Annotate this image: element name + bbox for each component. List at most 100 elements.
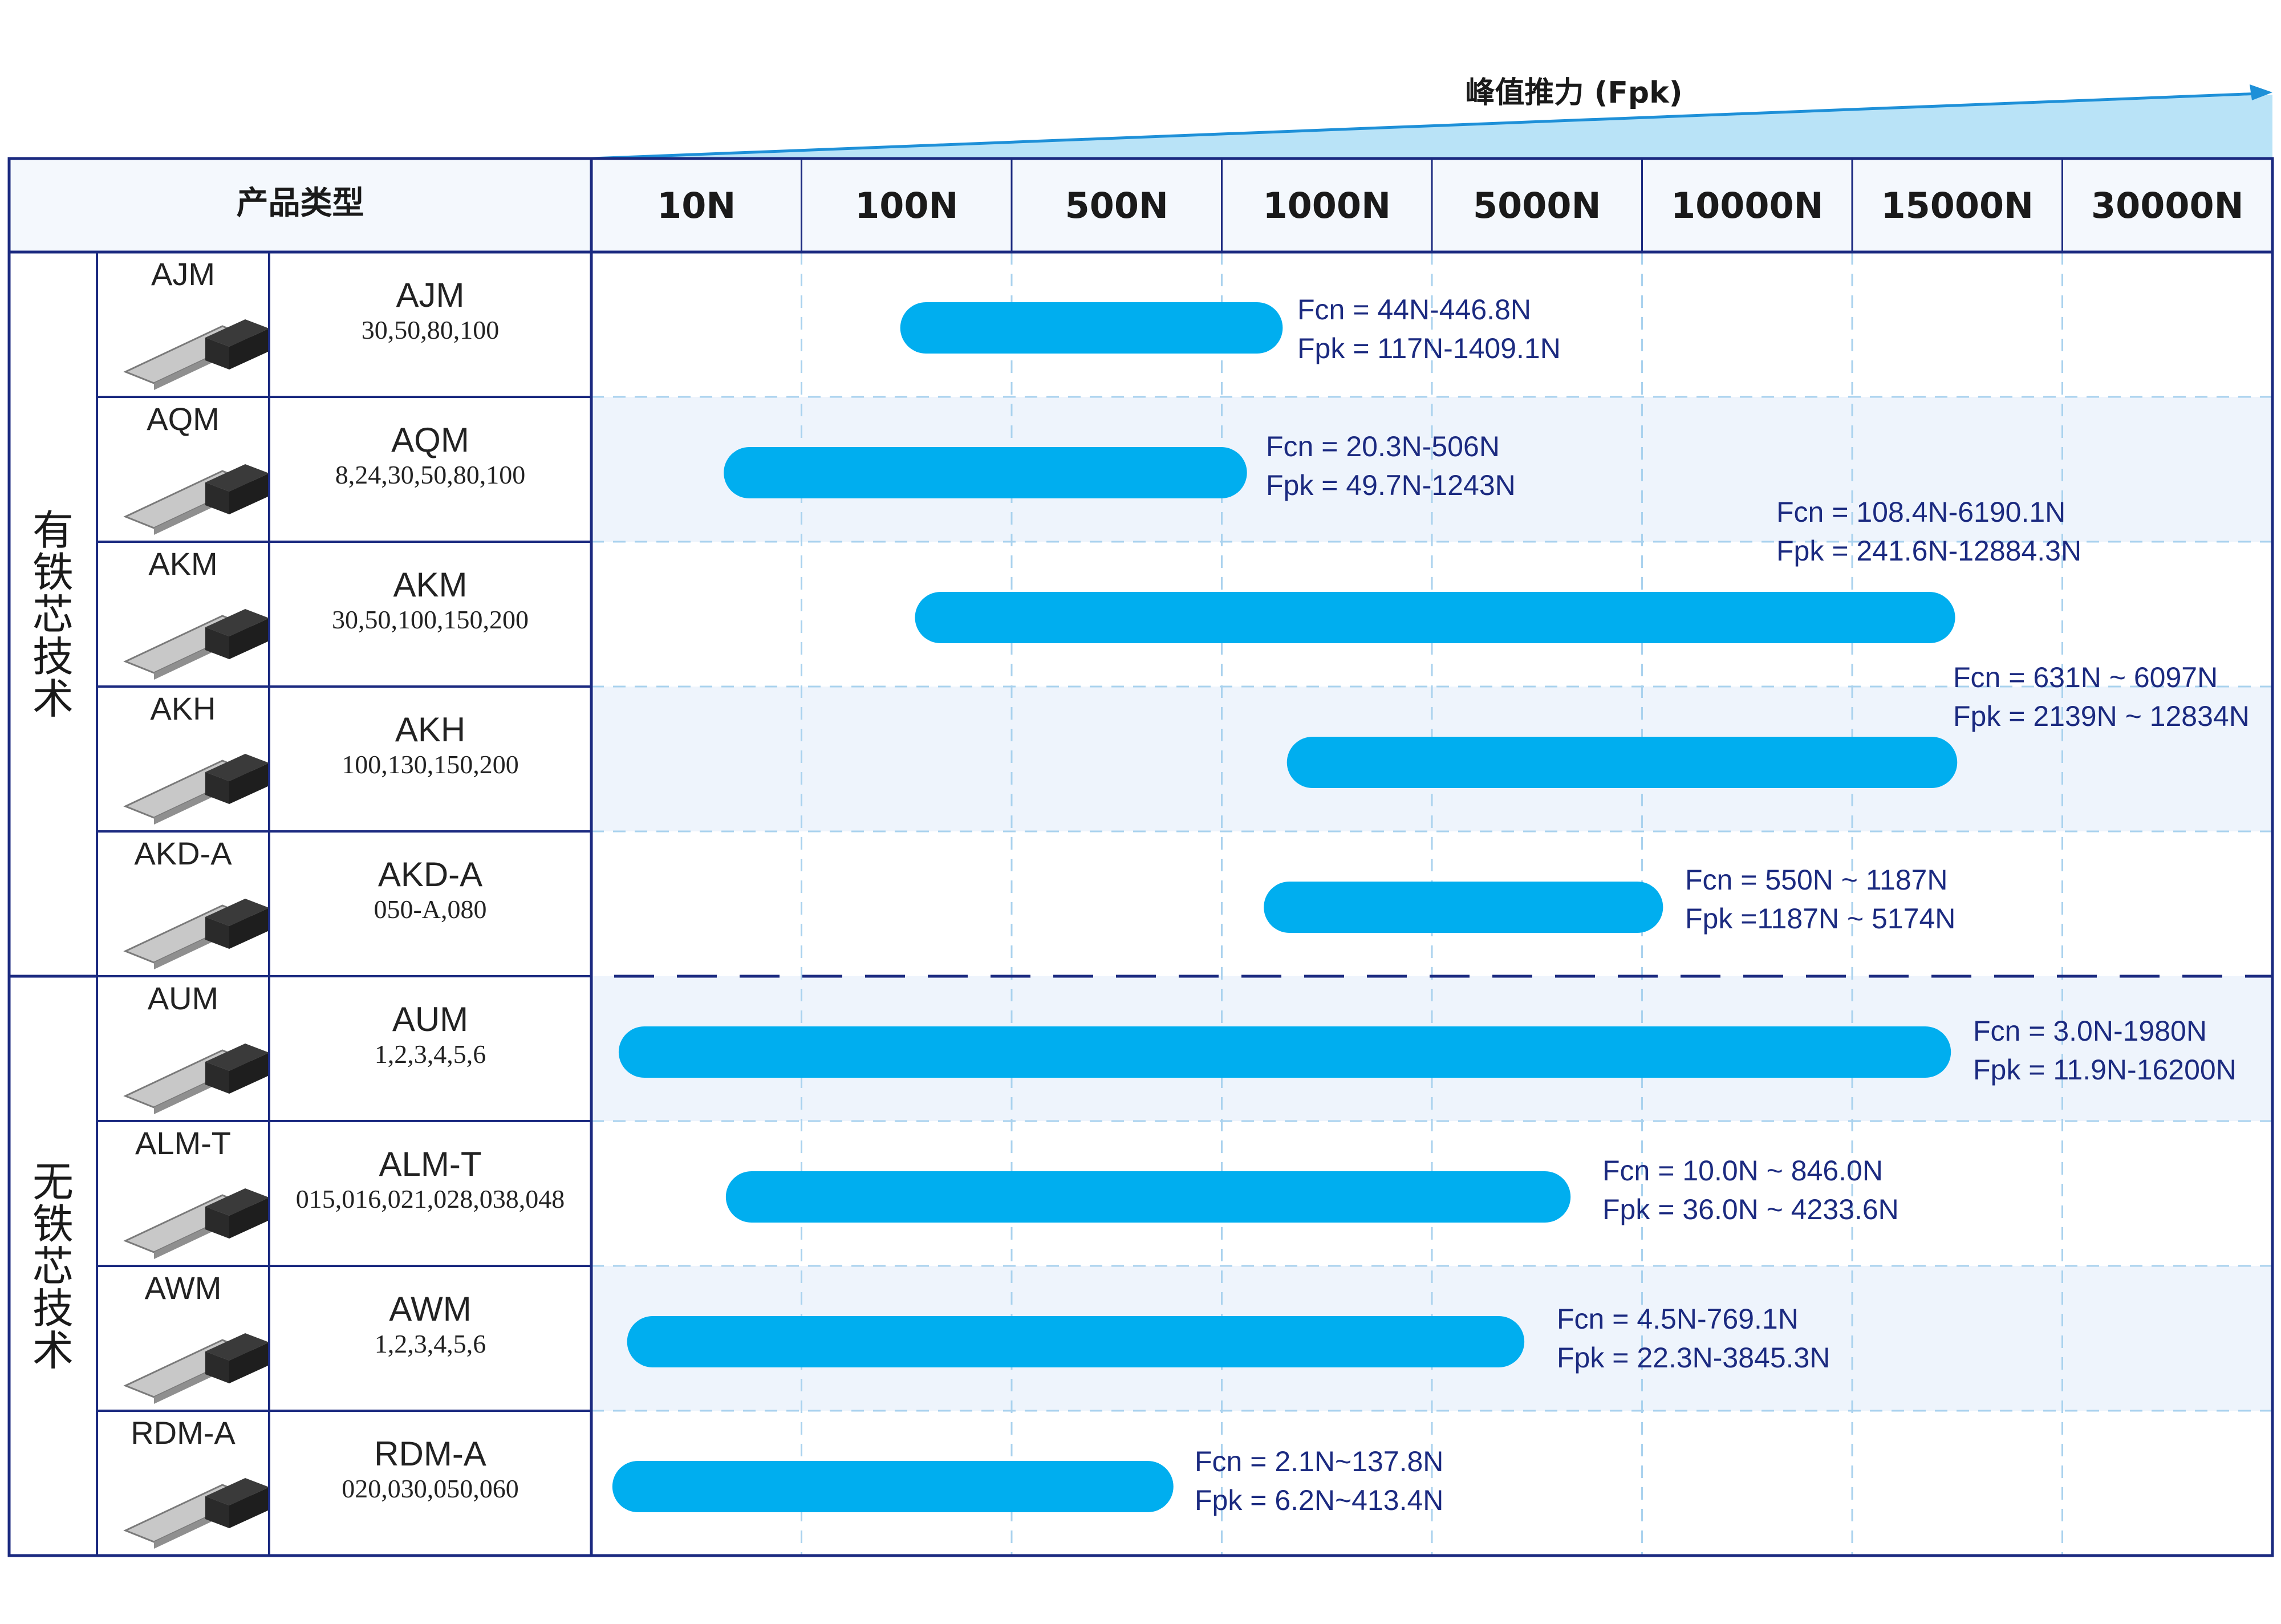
fpk-label-AKH: Fpk = 2139N ~ 12834N xyxy=(1953,700,2250,732)
fcn-label-AWM: Fcn = 4.5N-769.1N xyxy=(1557,1303,1799,1335)
bar-AWM xyxy=(627,1316,1525,1367)
header-bg xyxy=(9,159,2272,252)
group-label-char: 无 xyxy=(33,1158,74,1206)
product-image-AKM xyxy=(123,609,269,680)
product-image-AKD-A xyxy=(123,899,269,969)
bar-AKD-A xyxy=(1264,882,1663,933)
product-sizes-ALM-T: 015,016,021,028,038,048 xyxy=(296,1184,565,1213)
product-name-AWM: AWM xyxy=(389,1290,471,1328)
force-arrow-head xyxy=(2250,84,2272,100)
bar-RDM-A xyxy=(612,1461,1174,1512)
forcer-front xyxy=(205,772,229,804)
bar-AUM xyxy=(618,1026,1951,1078)
forcer-side xyxy=(229,473,269,514)
bar-AKH xyxy=(1286,737,1958,788)
product-sizes-AQM: 8,24,30,50,80,100 xyxy=(335,460,526,489)
group-label-char: 铁 xyxy=(33,549,74,596)
product-sizes-AWM: 1,2,3,4,5,6 xyxy=(375,1329,486,1358)
product-name-AKH: AKH xyxy=(395,710,465,749)
fpk-label-AQM: Fpk = 49.7N-1243N xyxy=(1266,469,1516,501)
category-label-15000N: 15000N xyxy=(1881,185,2034,226)
fpk-label-ALM-T: Fpk = 36.0N ~ 4233.6N xyxy=(1602,1193,1899,1225)
product-name-AQM: AQM xyxy=(391,421,469,459)
bar-AQM xyxy=(724,447,1247,498)
product-image-AJM xyxy=(123,319,269,390)
forcer-top xyxy=(205,1478,269,1505)
fcn-label-AUM: Fcn = 3.0N-1980N xyxy=(1973,1015,2207,1047)
fpk-label-AKM: Fpk = 241.6N-12884.3N xyxy=(1776,535,2081,567)
group-label-char: 术 xyxy=(33,1327,74,1375)
group-label-char: 技 xyxy=(33,633,74,681)
forcer-front xyxy=(205,627,229,659)
category-label-30000N: 30000N xyxy=(2091,185,2244,226)
group-label-char: 有 xyxy=(33,506,74,554)
image-label-AKH: AKH xyxy=(150,691,216,726)
product-name-ALM-T: ALM-T xyxy=(379,1145,482,1183)
image-label-AKM: AKM xyxy=(148,546,217,582)
forcer-side xyxy=(229,1053,269,1094)
bar-ALM-T xyxy=(725,1171,1571,1223)
forcer-front xyxy=(205,1207,229,1239)
image-label-AUM: AUM xyxy=(148,980,218,1016)
forcer-top xyxy=(205,754,269,781)
forcer-top xyxy=(205,464,269,492)
product-image-AKH xyxy=(123,754,269,825)
bar-layer xyxy=(612,302,1958,1512)
table-frame xyxy=(7,157,2274,1557)
forcer-side xyxy=(229,1342,269,1383)
forcer-side xyxy=(229,618,269,659)
group-label-char: 技 xyxy=(33,1285,74,1333)
forcer-top xyxy=(205,319,269,347)
image-label-RDM-A: RDM-A xyxy=(131,1415,236,1451)
product-sizes-RDM-A: 020,030,050,060 xyxy=(342,1474,519,1503)
text-layer: 峰值推力 (Fpk) Fcn = 44N-446.8N Fpk = 117N-140… xyxy=(33,76,2250,1516)
fpk-label-AJM: Fpk = 117N-1409.1N xyxy=(1297,332,1561,364)
fcn-label-AKD-A: Fcn = 550N ~ 1187N xyxy=(1685,864,1947,896)
product-sizes-AUM: 1,2,3,4,5,6 xyxy=(375,1040,486,1069)
product-name-AUM: AUM xyxy=(392,1000,468,1038)
group-label-char: 芯 xyxy=(33,591,74,639)
fcn-label-AKH: Fcn = 631N ~ 6097N xyxy=(1953,661,2218,693)
axis-title: 峰值推力 (Fpk) xyxy=(1466,76,1683,110)
product-image-RDM-A xyxy=(123,1478,269,1549)
bar-AKM xyxy=(915,592,1955,643)
product-image-AUM xyxy=(123,1044,269,1114)
fpk-label-AUM: Fpk = 11.9N-16200N xyxy=(1973,1054,2237,1086)
force-arrow-line xyxy=(591,92,2262,160)
forcer-top xyxy=(205,1333,269,1361)
forcer-front xyxy=(205,1496,229,1528)
forcer-front xyxy=(205,917,229,949)
forcer-side xyxy=(229,1487,269,1528)
category-label-1000N: 1000N xyxy=(1263,185,1391,226)
product-sizes-AKD-A: 050-A,080 xyxy=(374,895,486,924)
category-label-100N: 100N xyxy=(855,185,958,226)
category-label-500N: 500N xyxy=(1065,185,1168,226)
product-name-RDM-A: RDM-A xyxy=(374,1435,486,1473)
forcer-side xyxy=(229,763,269,804)
product-image-AQM xyxy=(123,464,269,535)
group-label-char: 芯 xyxy=(33,1243,74,1290)
forcer-side xyxy=(229,908,269,949)
bar-AJM xyxy=(900,302,1283,354)
category-label-10000N: 10000N xyxy=(1671,185,1824,226)
fcn-label-AJM: Fcn = 44N-446.8N xyxy=(1297,294,1531,326)
forcer-front xyxy=(205,482,229,514)
forcer-top xyxy=(205,1044,269,1071)
frame-layer xyxy=(7,157,2274,1557)
product-image-ALM-T xyxy=(123,1188,269,1259)
product-name-AKM: AKM xyxy=(393,566,467,604)
forcer-front xyxy=(205,1062,229,1094)
image-label-AJM: AJM xyxy=(151,256,215,292)
product-type-header: 产品类型 xyxy=(237,185,364,222)
forcer-top xyxy=(205,899,269,926)
fpk-label-RDM-A: Fpk = 6.2N~413.4N xyxy=(1195,1484,1443,1516)
product-name-AJM: AJM xyxy=(396,276,465,314)
product-image-AWM xyxy=(123,1333,269,1404)
forcer-side xyxy=(229,1197,269,1239)
category-label-5000N: 5000N xyxy=(1473,185,1601,226)
fcn-label-ALM-T: Fcn = 10.0N ~ 846.0N xyxy=(1602,1155,1883,1187)
fpk-label-AKD-A: Fpk =1187N ~ 5174N xyxy=(1685,903,1955,935)
image-label-AKD-A: AKD-A xyxy=(134,835,232,871)
